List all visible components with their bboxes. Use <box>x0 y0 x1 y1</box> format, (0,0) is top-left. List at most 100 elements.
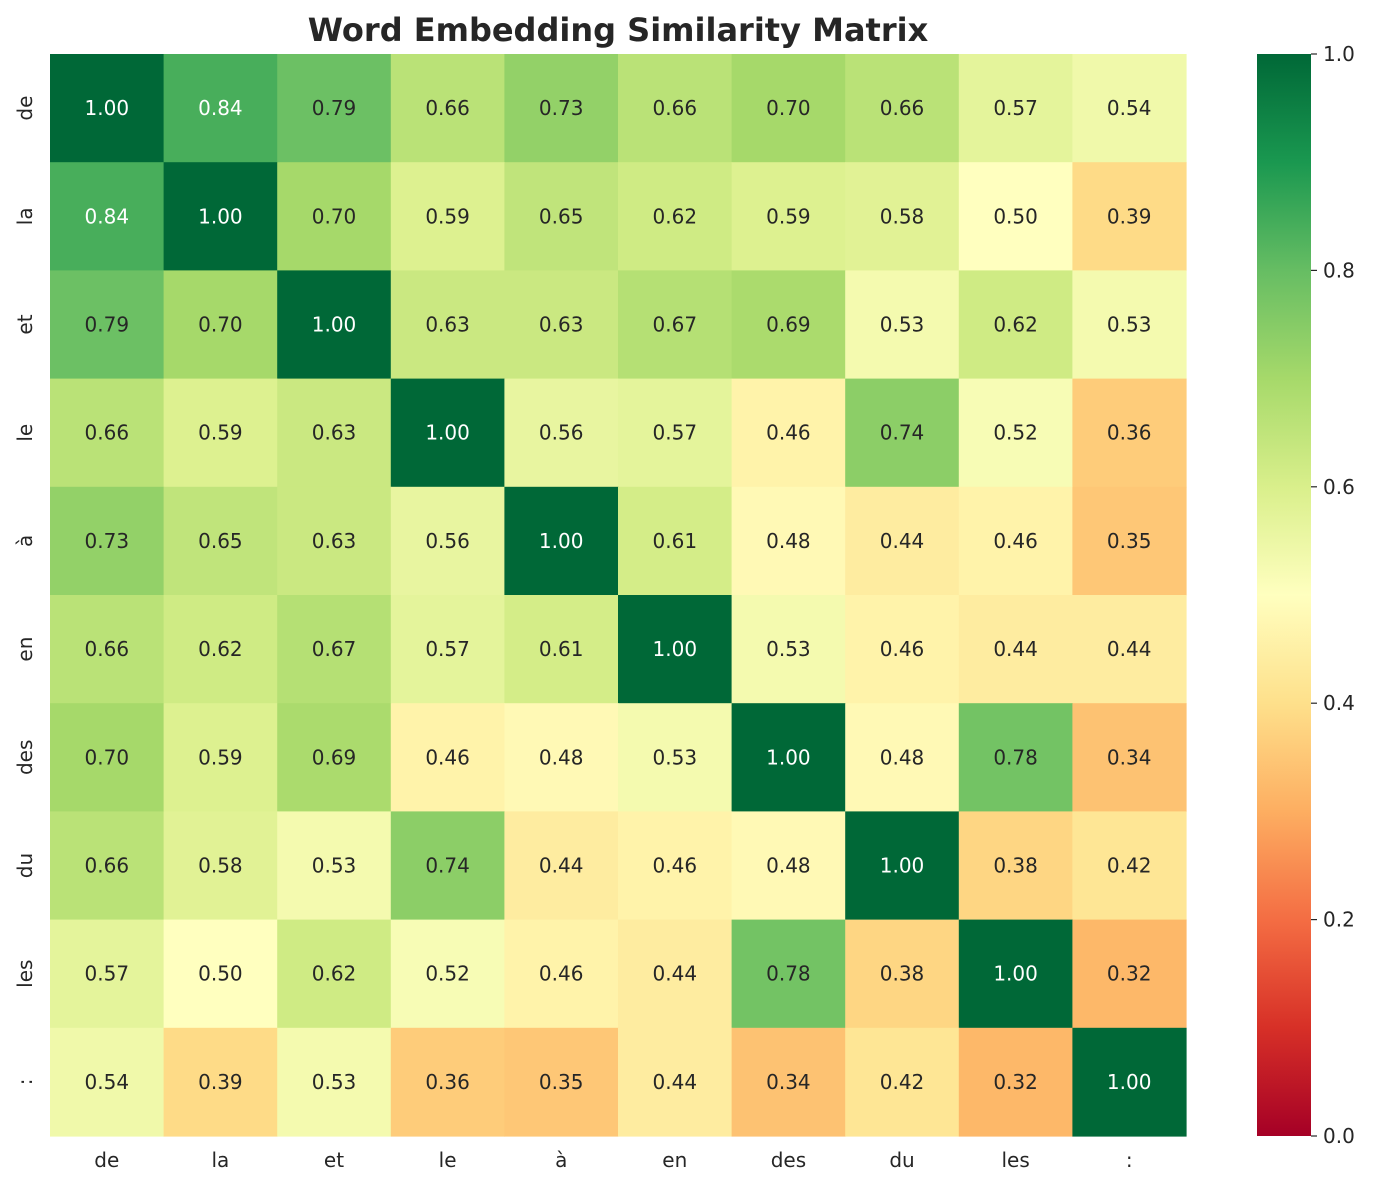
x-tick-label: les <box>1001 1148 1029 1172</box>
heatmap-cell-les-et <box>277 919 392 1029</box>
heatmap-cell-la-la <box>163 162 278 271</box>
cell-value-label: 0.36 <box>425 1070 470 1094</box>
heatmap-cell-les-du <box>845 919 960 1029</box>
heatmap-cell-les-de <box>50 919 165 1029</box>
heatmap-cell-de-les <box>958 54 1073 163</box>
heatmap-cell-en-la <box>163 595 278 704</box>
heatmap-cell-:-la <box>163 1027 278 1137</box>
cell-value-label: 0.66 <box>653 96 698 120</box>
heatmap-cell-et-la <box>163 270 278 380</box>
heatmap-cell-la-en <box>618 162 733 271</box>
heatmap-cell-des-le <box>390 703 505 812</box>
cell-value-label: 1.00 <box>198 204 243 228</box>
heatmap-cell-du-des <box>731 811 846 921</box>
y-tick-label: en <box>13 637 37 662</box>
heatmap-cell-en-et <box>277 595 392 704</box>
x-tick-label: en <box>662 1148 687 1172</box>
heatmap-cell-de-à <box>504 54 619 163</box>
y-tick-label: : <box>13 1079 37 1086</box>
cell-value-label: 0.63 <box>312 529 357 553</box>
heatmap-cell-en-les <box>958 595 1073 704</box>
heatmap-cell-du-de <box>50 811 165 921</box>
x-tick-label: et <box>324 1148 344 1172</box>
heatmap-cell-et-du <box>845 270 960 380</box>
heatmap-cell-le-des <box>731 378 846 488</box>
heatmap-cell-le-à <box>504 378 619 488</box>
cell-value-label: 0.74 <box>880 421 925 445</box>
cell-value-label: 0.50 <box>198 962 243 986</box>
cell-value-label: 0.44 <box>880 529 925 553</box>
heatmap-cell-des-les <box>958 703 1073 812</box>
cell-value-label: 0.59 <box>766 204 811 228</box>
cell-value-label: 1.00 <box>766 745 811 769</box>
cell-value-label: 0.46 <box>766 421 811 445</box>
cell-value-label: 0.48 <box>766 854 811 878</box>
cell-value-label: 0.78 <box>993 745 1038 769</box>
heatmap-cell-:-du <box>845 1027 960 1137</box>
cell-value-label: 1.00 <box>880 854 925 878</box>
cell-value-label: 0.67 <box>312 637 357 661</box>
cell-value-label: 0.63 <box>539 313 584 337</box>
cell-value-label: 0.84 <box>198 96 243 120</box>
heatmap-cell-la-des <box>731 162 846 271</box>
heatmap-cell-:-de <box>50 1027 165 1137</box>
heatmap-cell-:-: <box>1072 1027 1187 1137</box>
heatmap-cell-en-des <box>731 595 846 704</box>
cell-value-label: 0.57 <box>993 96 1038 120</box>
heatmap-cell-des-: <box>1072 703 1187 812</box>
heatmap-cell-du-le <box>390 811 505 921</box>
heatmap-cell-:-le <box>390 1027 505 1137</box>
heatmap-cell-et-de <box>50 270 165 380</box>
x-tick-label: à <box>555 1148 567 1172</box>
cell-value-label: 0.42 <box>1107 854 1152 878</box>
x-tick-label: du <box>889 1148 914 1172</box>
cell-value-label: 0.59 <box>198 745 243 769</box>
heatmap-cell-à-les <box>958 486 1073 596</box>
heatmap-cell-le-en <box>618 378 733 488</box>
cell-value-label: 0.61 <box>653 529 698 553</box>
cell-value-label: 0.48 <box>766 529 811 553</box>
heatmap-cell-le-: <box>1072 378 1187 488</box>
heatmap-cell-des-à <box>504 703 619 812</box>
x-tick-label: de <box>94 1148 119 1172</box>
colorbar-tick-label: 0.4 <box>1323 691 1355 715</box>
cell-value-label: 0.74 <box>425 854 470 878</box>
cell-value-label: 1.00 <box>1107 1070 1152 1094</box>
heatmap-cell-les-: <box>1072 919 1187 1029</box>
cell-value-label: 0.50 <box>993 204 1038 228</box>
x-tick-label: le <box>439 1148 457 1172</box>
heatmap-cell-des-des <box>731 703 846 812</box>
cell-value-label: 0.62 <box>653 204 698 228</box>
heatmap-cell-:-en <box>618 1027 733 1137</box>
x-tick-label: des <box>771 1148 806 1172</box>
cell-value-label: 1.00 <box>85 96 130 120</box>
heatmap-cell-des-de <box>50 703 165 812</box>
heatmap-cell-le-et <box>277 378 392 488</box>
heatmap-cell-les-en <box>618 919 733 1029</box>
cell-value-label: 0.46 <box>993 529 1038 553</box>
cell-value-label: 0.59 <box>198 421 243 445</box>
heatmap-cell-à-la <box>163 486 278 596</box>
heatmap-cell-à-du <box>845 486 960 596</box>
cell-value-label: 0.46 <box>653 854 698 878</box>
heatmap-cell-les-les <box>958 919 1073 1029</box>
cell-value-label: 1.00 <box>653 637 698 661</box>
heatmap-cell-du-les <box>958 811 1073 921</box>
heatmap-cell-la-de <box>50 162 165 271</box>
heatmap-cell-:-et <box>277 1027 392 1137</box>
heatmap-cell-de-et <box>277 54 392 163</box>
heatmap-cell-en-de <box>50 595 165 704</box>
cell-value-label: 0.53 <box>312 854 357 878</box>
heatmap-cell-les-à <box>504 919 619 1029</box>
cell-value-label: 0.70 <box>766 96 811 120</box>
colorbar: 0.0 0.2 0.4 0.6 0.8 1.0 <box>1257 42 1355 1148</box>
heatmap-cell-à-de <box>50 486 165 596</box>
heatmap-cell-de-en <box>618 54 733 163</box>
cell-value-label: 0.44 <box>653 962 698 986</box>
heatmap-cell-la-les <box>958 162 1073 271</box>
colorbar-tick-label: 0.0 <box>1323 1124 1355 1148</box>
heatmap-cell-en-à <box>504 595 619 704</box>
heatmap-cell-:-les <box>958 1027 1073 1137</box>
colorbar-gradient <box>1257 54 1311 1136</box>
